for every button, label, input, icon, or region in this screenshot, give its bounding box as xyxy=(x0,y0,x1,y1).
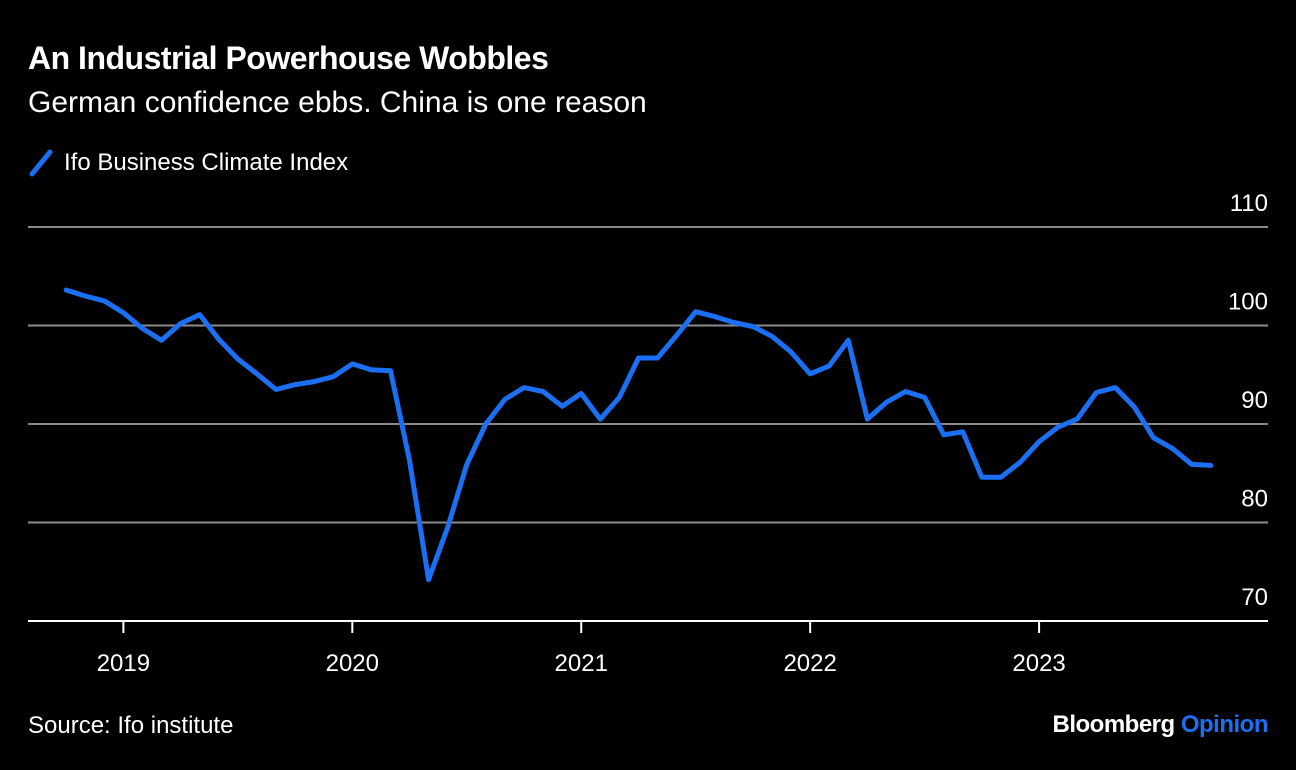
chart-title: An Industrial Powerhouse Wobbles xyxy=(28,40,549,76)
x-tick-label-2023: 2023 xyxy=(1012,650,1065,677)
x-tick-label-2019: 2019 xyxy=(97,650,150,677)
y-tick-label-100: 100 xyxy=(1228,289,1268,316)
legend: Ifo Business Climate Index xyxy=(28,148,348,178)
y-tick-label-110: 110 xyxy=(1230,190,1268,217)
legend-label: Ifo Business Climate Index xyxy=(64,149,349,176)
x-tick-label-2020: 2020 xyxy=(326,650,379,677)
y-tick-label-70: 70 xyxy=(1241,584,1268,611)
legend-swatch-icon xyxy=(29,149,53,177)
source-note: Source: Ifo institute xyxy=(28,712,234,739)
y-tick-label-90: 90 xyxy=(1241,387,1268,414)
y-tick-label-80: 80 xyxy=(1241,486,1268,513)
x-tick-label-2021: 2021 xyxy=(555,650,608,677)
brand-logo: Bloomberg Opinion xyxy=(1053,711,1269,739)
brand-name: Bloomberg xyxy=(1052,711,1176,738)
x-tick-label-2022: 2022 xyxy=(783,650,836,677)
chart-subtitle: German confidence ebbs. China is one rea… xyxy=(28,86,647,119)
series-line-0 xyxy=(63,287,1214,583)
brand-accent: Opinion xyxy=(1180,711,1269,738)
